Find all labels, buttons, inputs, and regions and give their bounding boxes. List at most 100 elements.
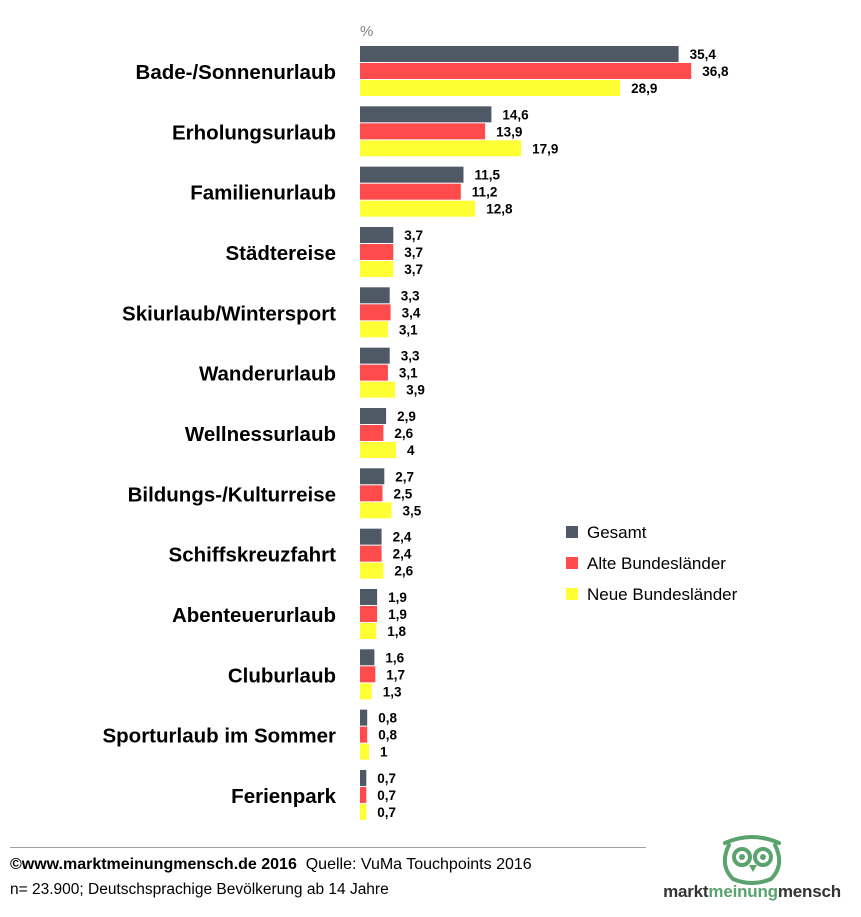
data-label: 14,6	[502, 107, 529, 122]
data-label: 4	[407, 443, 415, 458]
bar	[360, 562, 384, 579]
data-label: 28,9	[631, 81, 657, 96]
data-label: 0,8	[378, 728, 397, 743]
bar	[360, 769, 367, 786]
bar	[360, 424, 384, 441]
bar	[360, 528, 382, 545]
data-label: 1,6	[385, 650, 404, 665]
bar	[360, 683, 372, 700]
data-label: 0,7	[377, 788, 396, 803]
source-text: Quelle: VuMa Touchpoints 2016	[305, 856, 532, 873]
bar	[360, 287, 390, 304]
data-label: 2,9	[397, 409, 416, 424]
data-label: 3,1	[399, 366, 418, 381]
data-label: 3,7	[404, 228, 423, 243]
bar	[360, 381, 396, 398]
data-label: 2,7	[395, 469, 414, 484]
unit-label: %	[360, 23, 373, 40]
data-label: 2,6	[394, 426, 413, 441]
bar	[360, 726, 368, 743]
data-label: 1	[380, 745, 388, 760]
bar	[360, 545, 382, 562]
data-label: 2,4	[393, 547, 412, 562]
category-label: Wanderurlaub	[199, 363, 336, 386]
data-label: 1,3	[383, 684, 402, 699]
data-label: 2,5	[394, 486, 413, 501]
bar	[360, 649, 375, 666]
data-label: 2,4	[393, 530, 412, 545]
category-label: Sporturlaub im Sommer	[102, 725, 336, 748]
data-label: 1,8	[387, 624, 406, 639]
bar	[360, 46, 679, 62]
legend-label: Alte Bundesländer	[587, 554, 726, 573]
legend-label: Neue Bundesländer	[587, 585, 738, 604]
data-label: 3,5	[403, 503, 422, 518]
category-label: Cluburlaub	[228, 664, 336, 687]
sample-note: n= 23.900; Deutschsprachige Bevölkerung …	[10, 881, 389, 898]
data-label: 3,3	[401, 288, 420, 303]
data-label: 35,4	[690, 47, 717, 62]
data-label: 13,9	[496, 124, 522, 139]
data-label: 1,9	[388, 607, 407, 622]
bar	[360, 123, 486, 140]
category-label: Bade-/Sonnenurlaub	[136, 61, 336, 84]
category-label: Wellnessurlaub	[185, 423, 336, 446]
data-label: 0,8	[378, 711, 397, 726]
legend-swatch	[566, 588, 578, 600]
bar	[360, 743, 369, 760]
bar	[360, 485, 383, 502]
bar	[360, 666, 376, 683]
bar	[360, 803, 367, 820]
data-label: 1,7	[386, 667, 405, 682]
bar	[360, 622, 377, 639]
category-label: Familienurlaub	[190, 182, 336, 205]
footer-credits: ©www.marktmeinungmensch.de 2016 Quelle: …	[10, 856, 532, 874]
data-label: 36,8	[702, 64, 729, 79]
bar	[360, 106, 492, 123]
legend-label: Gesamt	[587, 523, 647, 542]
bar	[360, 709, 368, 726]
bar	[360, 321, 388, 338]
logo-wordmark: marktmeinungmensch	[647, 882, 857, 902]
bar	[360, 304, 391, 321]
data-label: 3,9	[406, 383, 425, 398]
category-label: Ferienpark	[231, 785, 336, 808]
category-label: Abenteuerurlaub	[172, 604, 336, 627]
bar	[360, 441, 396, 458]
data-label: 3,4	[402, 305, 421, 320]
bar	[360, 183, 461, 200]
bars-group: Bade-/Sonnenurlaub 35,4 36,8 28,9 Erholungsu…	[102, 46, 729, 820]
bar	[360, 502, 392, 519]
bar	[360, 588, 378, 605]
legend-swatch	[566, 557, 578, 569]
data-label: 1,9	[388, 590, 407, 605]
bar	[360, 80, 621, 96]
bar	[360, 407, 387, 424]
data-label: 17,9	[532, 141, 558, 156]
copyright-text: ©www.marktmeinungmensch.de 2016	[10, 856, 297, 873]
bar	[360, 243, 394, 260]
logo-word-meinung: meinung	[708, 882, 778, 901]
data-label: 11,2	[472, 185, 498, 200]
bar	[360, 468, 385, 485]
data-label: 0,7	[377, 771, 396, 786]
bar	[360, 166, 464, 183]
bar	[360, 63, 692, 79]
logo-word-markt: markt	[663, 882, 709, 901]
data-label: 3,7	[404, 262, 423, 277]
data-label: 3,1	[399, 322, 418, 337]
data-label: 3,7	[404, 245, 423, 260]
logo-word-mensch: mensch	[777, 882, 841, 901]
data-label: 2,6	[394, 564, 413, 579]
legend-swatch	[566, 526, 578, 538]
bar	[360, 364, 388, 381]
brand-logo: marktmeinungmensch	[647, 833, 857, 913]
category-label: Städtereise	[225, 242, 336, 265]
owl-icon	[722, 835, 782, 885]
bar	[360, 200, 476, 217]
category-label: Bildungs-/Kulturreise	[128, 483, 336, 506]
bar	[360, 605, 378, 622]
legend: Gesamt Alte Bundesländer Neue Bundesländer	[566, 523, 738, 604]
data-label: 3,3	[401, 349, 420, 364]
